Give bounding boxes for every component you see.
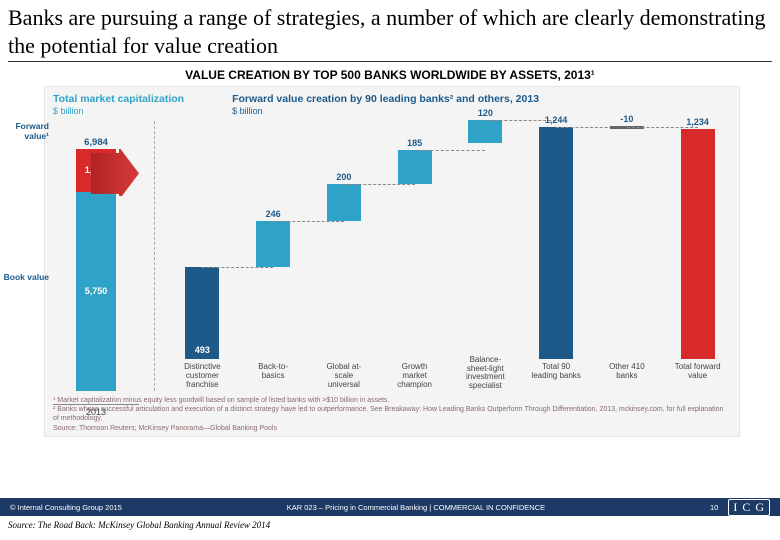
bar-total-forward: 1,234 Total forward value	[668, 117, 727, 391]
bar-label-balance: Balance-sheet-light investment specialis…	[460, 356, 510, 391]
bar-distinctive: 493 Distinctive customer franchise	[173, 117, 232, 391]
footnote-1: ¹ Market capitalization minus equity les…	[53, 397, 731, 406]
bar-growth: 185 Growth market champion	[385, 117, 444, 391]
bar-value-total90: 1,244	[539, 115, 573, 125]
left-chart-title: Total market capitalization $ billion	[53, 93, 184, 117]
footer-source: Source: The Road Back: McKinsey Global B…	[0, 516, 780, 534]
bar-value-global: 200	[327, 172, 361, 182]
axis-label-0: Forward value¹	[1, 121, 49, 141]
bar-value-back-to-basics: 246	[256, 209, 290, 219]
page-title: Banks are pursuing a range of strategies…	[0, 0, 780, 59]
footnote-2: ² Banks whose successful articulation an…	[53, 406, 731, 424]
footnotes: ¹ Market capitalization minus equity les…	[53, 397, 731, 423]
left-seg-1: 5,750	[76, 192, 116, 391]
plot-area: Forward value¹Book value 6,984 1,2345,75…	[53, 121, 731, 391]
bar-label-distinctive: Distinctive customer franchise	[177, 363, 227, 391]
chart-source: Source: Thomson Reuters; McKinsey Panora…	[53, 425, 731, 432]
icg-logo: I C G	[728, 499, 770, 516]
page-number: 10	[710, 503, 718, 512]
bar-label-growth: Growth market champion	[390, 363, 440, 391]
waterfall-chart: 493 Distinctive customer franchise 246 Back…	[165, 121, 731, 391]
bar-label-total-forward: Total forward value	[673, 363, 723, 391]
bar-label-back-to-basics: Back-to-basics	[248, 363, 298, 391]
bar-balance: 120 Balance-sheet-light investment specia…	[456, 110, 515, 391]
total-cap-value: 6,984	[76, 137, 116, 148]
bar-label-global: Global at-scale universal	[319, 363, 369, 391]
bar-value-balance: 120	[468, 108, 502, 118]
footer: © Internal Consulting Group 2015 KAR 023…	[0, 498, 780, 540]
title-rule	[8, 61, 772, 62]
chart-panel: Total market capitalization $ billion Fo…	[44, 86, 740, 437]
bar-back-to-basics: 246 Back-to-basics	[244, 117, 303, 391]
left-stacked-bar: Forward value¹Book value 6,984 1,2345,75…	[53, 121, 139, 391]
red-arrow-icon	[91, 149, 141, 196]
bar-total90: 1,244 Total 90 leading banks	[527, 117, 586, 391]
bar-label-other410: Other 410 banks	[602, 363, 652, 391]
footer-doc-title: KAR 023 – Pricing in Commercial Banking …	[122, 503, 710, 512]
bar-label-total90: Total 90 leading banks	[531, 363, 581, 391]
subhead: VALUE CREATION BY TOP 500 BANKS WORLDWID…	[0, 68, 780, 84]
bar-value-distinctive: 493	[185, 345, 219, 355]
bar-value-other410: -10	[610, 114, 644, 124]
left-xlabel: 2013	[53, 404, 139, 417]
bar-value-total-forward: 1,234	[681, 117, 715, 127]
bar-value-growth: 185	[398, 138, 432, 148]
panel-divider	[153, 121, 155, 391]
axis-label-1: Book value	[1, 272, 49, 282]
footer-copyright: © Internal Consulting Group 2015	[10, 503, 122, 512]
bar-global: 200 Global at-scale universal	[315, 117, 374, 391]
bar-other410: -10 Other 410 banks	[598, 117, 657, 391]
